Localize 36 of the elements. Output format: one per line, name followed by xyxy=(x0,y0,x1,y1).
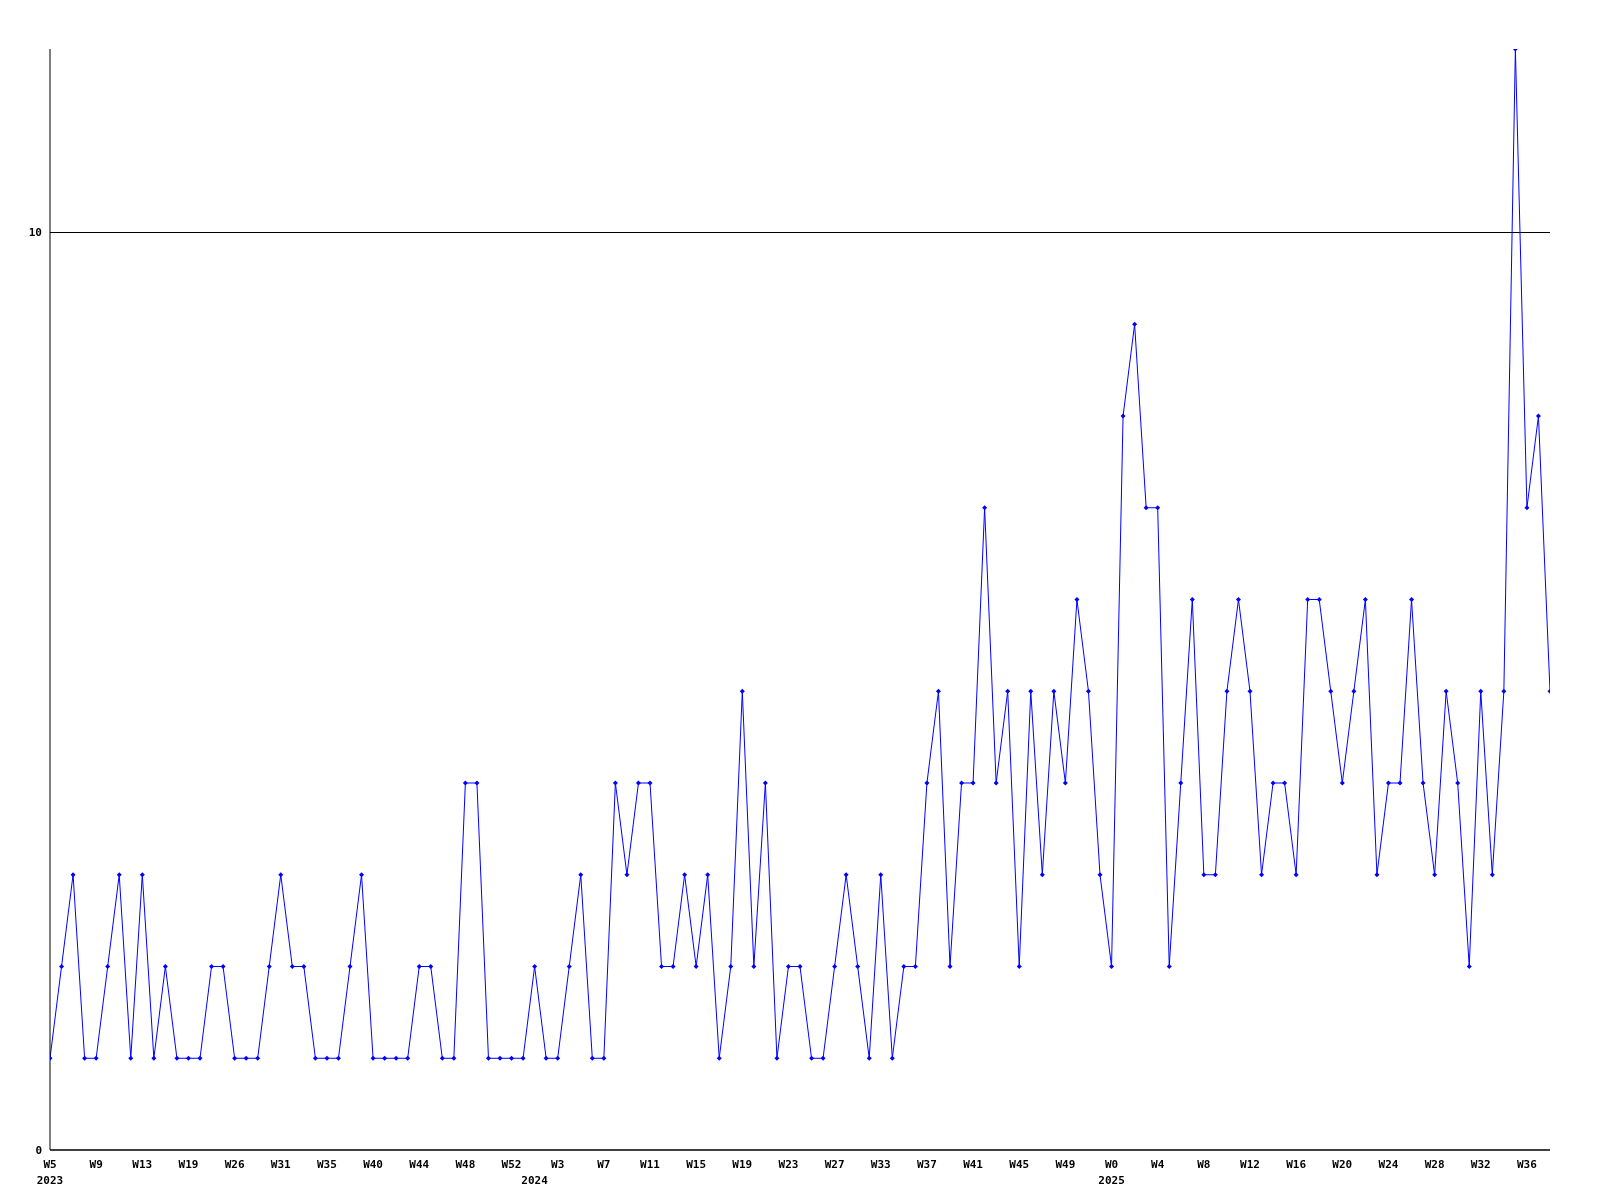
x-tick-label: W15 xyxy=(686,1158,707,1171)
x-tick-label: W27 xyxy=(824,1158,845,1171)
x-tick-label: W0 2025 xyxy=(1098,1158,1125,1187)
x-tick-label: W19 xyxy=(178,1158,199,1171)
x-tick-label: W13 xyxy=(132,1158,153,1171)
x-tick-label: W35 xyxy=(316,1158,337,1171)
x-tick-label: W41 xyxy=(963,1158,984,1171)
x-tick-label: W28 xyxy=(1424,1158,1445,1171)
x-tick-label: W24 xyxy=(1378,1158,1399,1171)
x-tick-label: W23 xyxy=(778,1158,799,1171)
x-tick-label: W16 xyxy=(1286,1158,1307,1171)
x-tick-label: W48 xyxy=(455,1158,476,1171)
x-tick-label: W8 xyxy=(1197,1158,1211,1171)
x-tick-label: W32 xyxy=(1470,1158,1491,1171)
x-tick-label: W33 xyxy=(870,1158,891,1171)
x-tick-label: W31 xyxy=(270,1158,292,1171)
x-tick-label: W40 xyxy=(363,1158,384,1171)
x-tick-label: W36 xyxy=(1516,1158,1538,1171)
x-tick-label: W26 xyxy=(224,1158,245,1171)
x-tick-label: W52 xyxy=(501,1158,522,1171)
x-tick-label: 2024 xyxy=(521,1174,549,1187)
x-tick-label: W20 xyxy=(1332,1158,1353,1171)
x-tick-label: W5 2023 xyxy=(36,1158,64,1187)
x-tick-label: W11 xyxy=(640,1158,661,1171)
x-tick-label: W49 xyxy=(1055,1158,1076,1171)
x-tick-label: W19 xyxy=(732,1158,753,1171)
y-tick-label: 10 xyxy=(28,226,42,240)
x-tick-label: W12 xyxy=(1240,1158,1260,1171)
x-tick-label: W3 xyxy=(551,1158,565,1171)
x-tick-label: W44 xyxy=(409,1158,430,1171)
x-tick-label: W4 xyxy=(1151,1158,1165,1171)
x-tick-label: W7 xyxy=(597,1158,611,1171)
x-tick-label: W9 xyxy=(89,1158,103,1171)
x-tick-label: W45 xyxy=(1009,1158,1030,1171)
y-tick-label: 0 xyxy=(35,1143,42,1157)
x-tick-label: W37 xyxy=(916,1158,937,1171)
